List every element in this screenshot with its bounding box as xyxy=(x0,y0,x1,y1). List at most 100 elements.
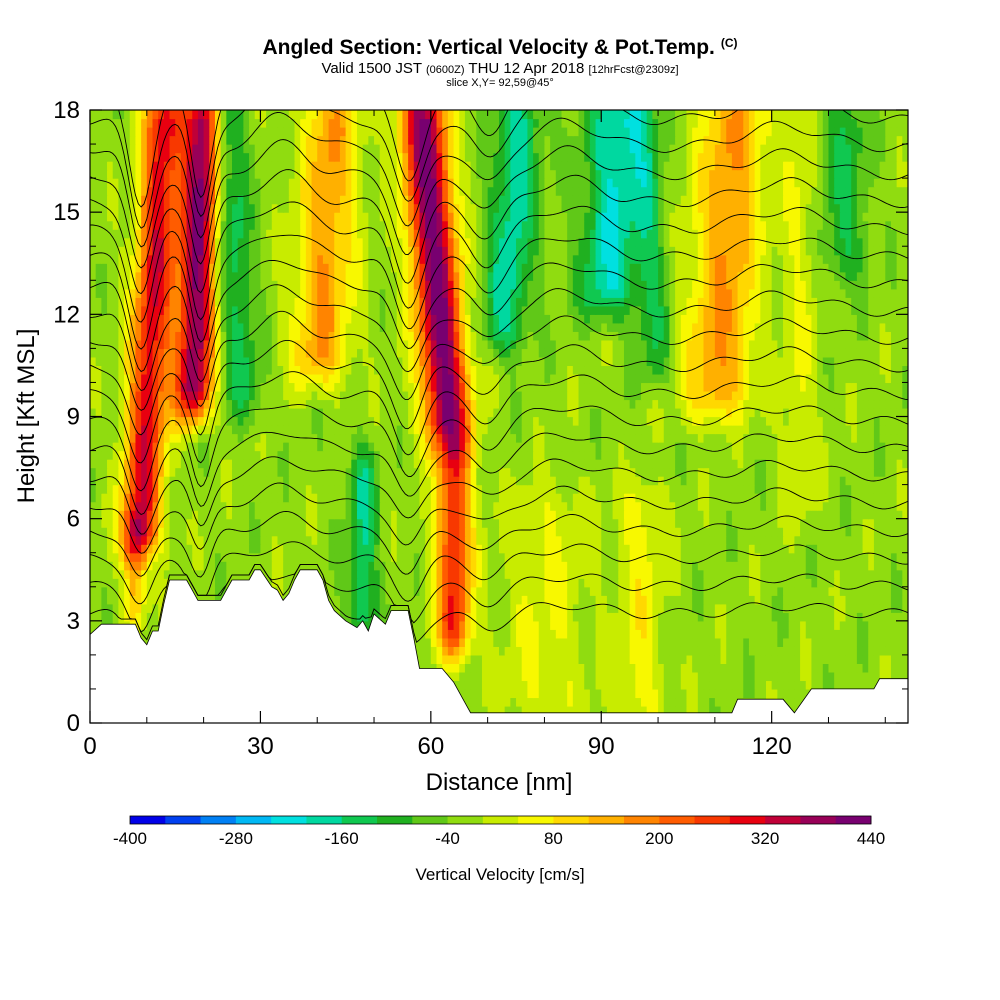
velocity-cell xyxy=(868,450,875,460)
velocity-cell xyxy=(675,510,682,520)
velocity-cell xyxy=(487,578,494,588)
velocity-cell xyxy=(516,612,523,622)
velocity-cell xyxy=(129,552,137,562)
velocity-cell xyxy=(209,561,216,571)
velocity-cell xyxy=(680,620,688,630)
velocity-cell xyxy=(266,484,273,494)
velocity-cell xyxy=(305,425,313,435)
velocity-cell xyxy=(555,467,563,477)
velocity-cell xyxy=(510,518,517,528)
velocity-cell xyxy=(453,467,460,477)
velocity-cell xyxy=(635,705,642,716)
velocity-cell xyxy=(805,603,813,613)
velocity-cell xyxy=(101,493,108,503)
velocity-cell xyxy=(618,671,625,682)
velocity-cell xyxy=(476,484,483,494)
velocity-cell xyxy=(618,595,625,605)
velocity-cell xyxy=(890,493,898,503)
velocity-cell xyxy=(391,484,398,494)
velocity-cell xyxy=(669,629,676,639)
velocity-cell xyxy=(385,586,392,596)
velocity-cell xyxy=(652,467,659,477)
velocity-cell xyxy=(794,561,801,571)
velocity-cell xyxy=(339,595,347,605)
velocity-cell xyxy=(589,637,597,647)
velocity-cell xyxy=(283,569,290,579)
velocity-cell xyxy=(828,629,835,639)
velocity-cell xyxy=(362,612,369,622)
velocity-cell xyxy=(663,527,671,537)
velocity-cell xyxy=(856,586,864,596)
velocity-cell xyxy=(771,467,778,477)
velocity-cell xyxy=(692,510,699,520)
velocity-cell xyxy=(499,680,506,690)
velocity-cell xyxy=(754,484,761,494)
velocity-cell xyxy=(754,569,761,579)
velocity-cell xyxy=(777,544,784,554)
velocity-cell xyxy=(521,671,528,682)
velocity-cell xyxy=(623,620,631,630)
velocity-cell xyxy=(834,501,841,511)
velocity-cell xyxy=(345,544,352,554)
velocity-cell xyxy=(129,569,137,579)
velocity-cell xyxy=(680,680,688,690)
velocity-cell xyxy=(538,612,546,622)
velocity-cell xyxy=(839,561,847,571)
velocity-cell xyxy=(805,552,813,562)
velocity-cell xyxy=(504,569,511,579)
velocity-cell xyxy=(232,552,239,562)
velocity-cell xyxy=(822,646,830,656)
velocity-cell xyxy=(709,578,716,588)
velocity-cell xyxy=(260,552,267,562)
velocity-cell xyxy=(555,680,563,690)
velocity-cell xyxy=(595,518,602,528)
velocity-cell xyxy=(493,586,500,596)
velocity-cell xyxy=(737,442,744,452)
velocity-cell xyxy=(623,680,631,690)
velocity-cell xyxy=(499,629,506,639)
velocity-cell xyxy=(584,450,591,460)
velocity-cell xyxy=(504,612,511,622)
velocity-cell xyxy=(356,425,364,435)
velocity-cell xyxy=(873,459,881,469)
velocity-cell xyxy=(141,484,148,494)
velocity-cell xyxy=(197,459,205,469)
velocity-cell xyxy=(510,442,517,452)
velocity-cell xyxy=(856,646,864,656)
velocity-cell xyxy=(589,544,597,554)
velocity-cell xyxy=(533,467,540,477)
velocity-cell xyxy=(237,493,244,503)
velocity-cell xyxy=(595,705,602,716)
velocity-cell xyxy=(856,493,864,503)
velocity-cell xyxy=(504,459,511,469)
velocity-cell xyxy=(328,493,335,503)
velocity-cell xyxy=(811,561,818,571)
velocity-cell xyxy=(612,561,619,571)
velocity-cell xyxy=(890,518,898,528)
velocity-cell xyxy=(152,442,159,452)
velocity-cell xyxy=(510,510,517,520)
velocity-cell xyxy=(680,586,688,596)
velocity-cell xyxy=(794,476,801,486)
velocity-cell xyxy=(249,450,256,460)
velocity-cell xyxy=(658,569,665,579)
valid-prefix: Valid 1500 JST xyxy=(321,60,422,77)
velocity-cell xyxy=(550,544,557,554)
velocity-cell xyxy=(493,671,500,682)
velocity-cell xyxy=(896,569,903,579)
velocity-cell xyxy=(481,450,489,460)
velocity-cell xyxy=(618,467,625,477)
velocity-cell xyxy=(243,561,250,571)
velocity-cell xyxy=(606,705,614,716)
velocity-cell xyxy=(788,527,795,537)
velocity-cell xyxy=(311,561,318,571)
velocity-cell xyxy=(652,629,659,639)
velocity-cell xyxy=(902,637,908,647)
velocity-cell xyxy=(249,493,256,503)
velocity-cell xyxy=(90,450,97,460)
velocity-cell xyxy=(442,493,449,503)
velocity-cell xyxy=(675,671,682,682)
velocity-cell xyxy=(487,620,494,630)
velocity-cell xyxy=(680,697,688,707)
velocity-cell xyxy=(697,433,705,443)
